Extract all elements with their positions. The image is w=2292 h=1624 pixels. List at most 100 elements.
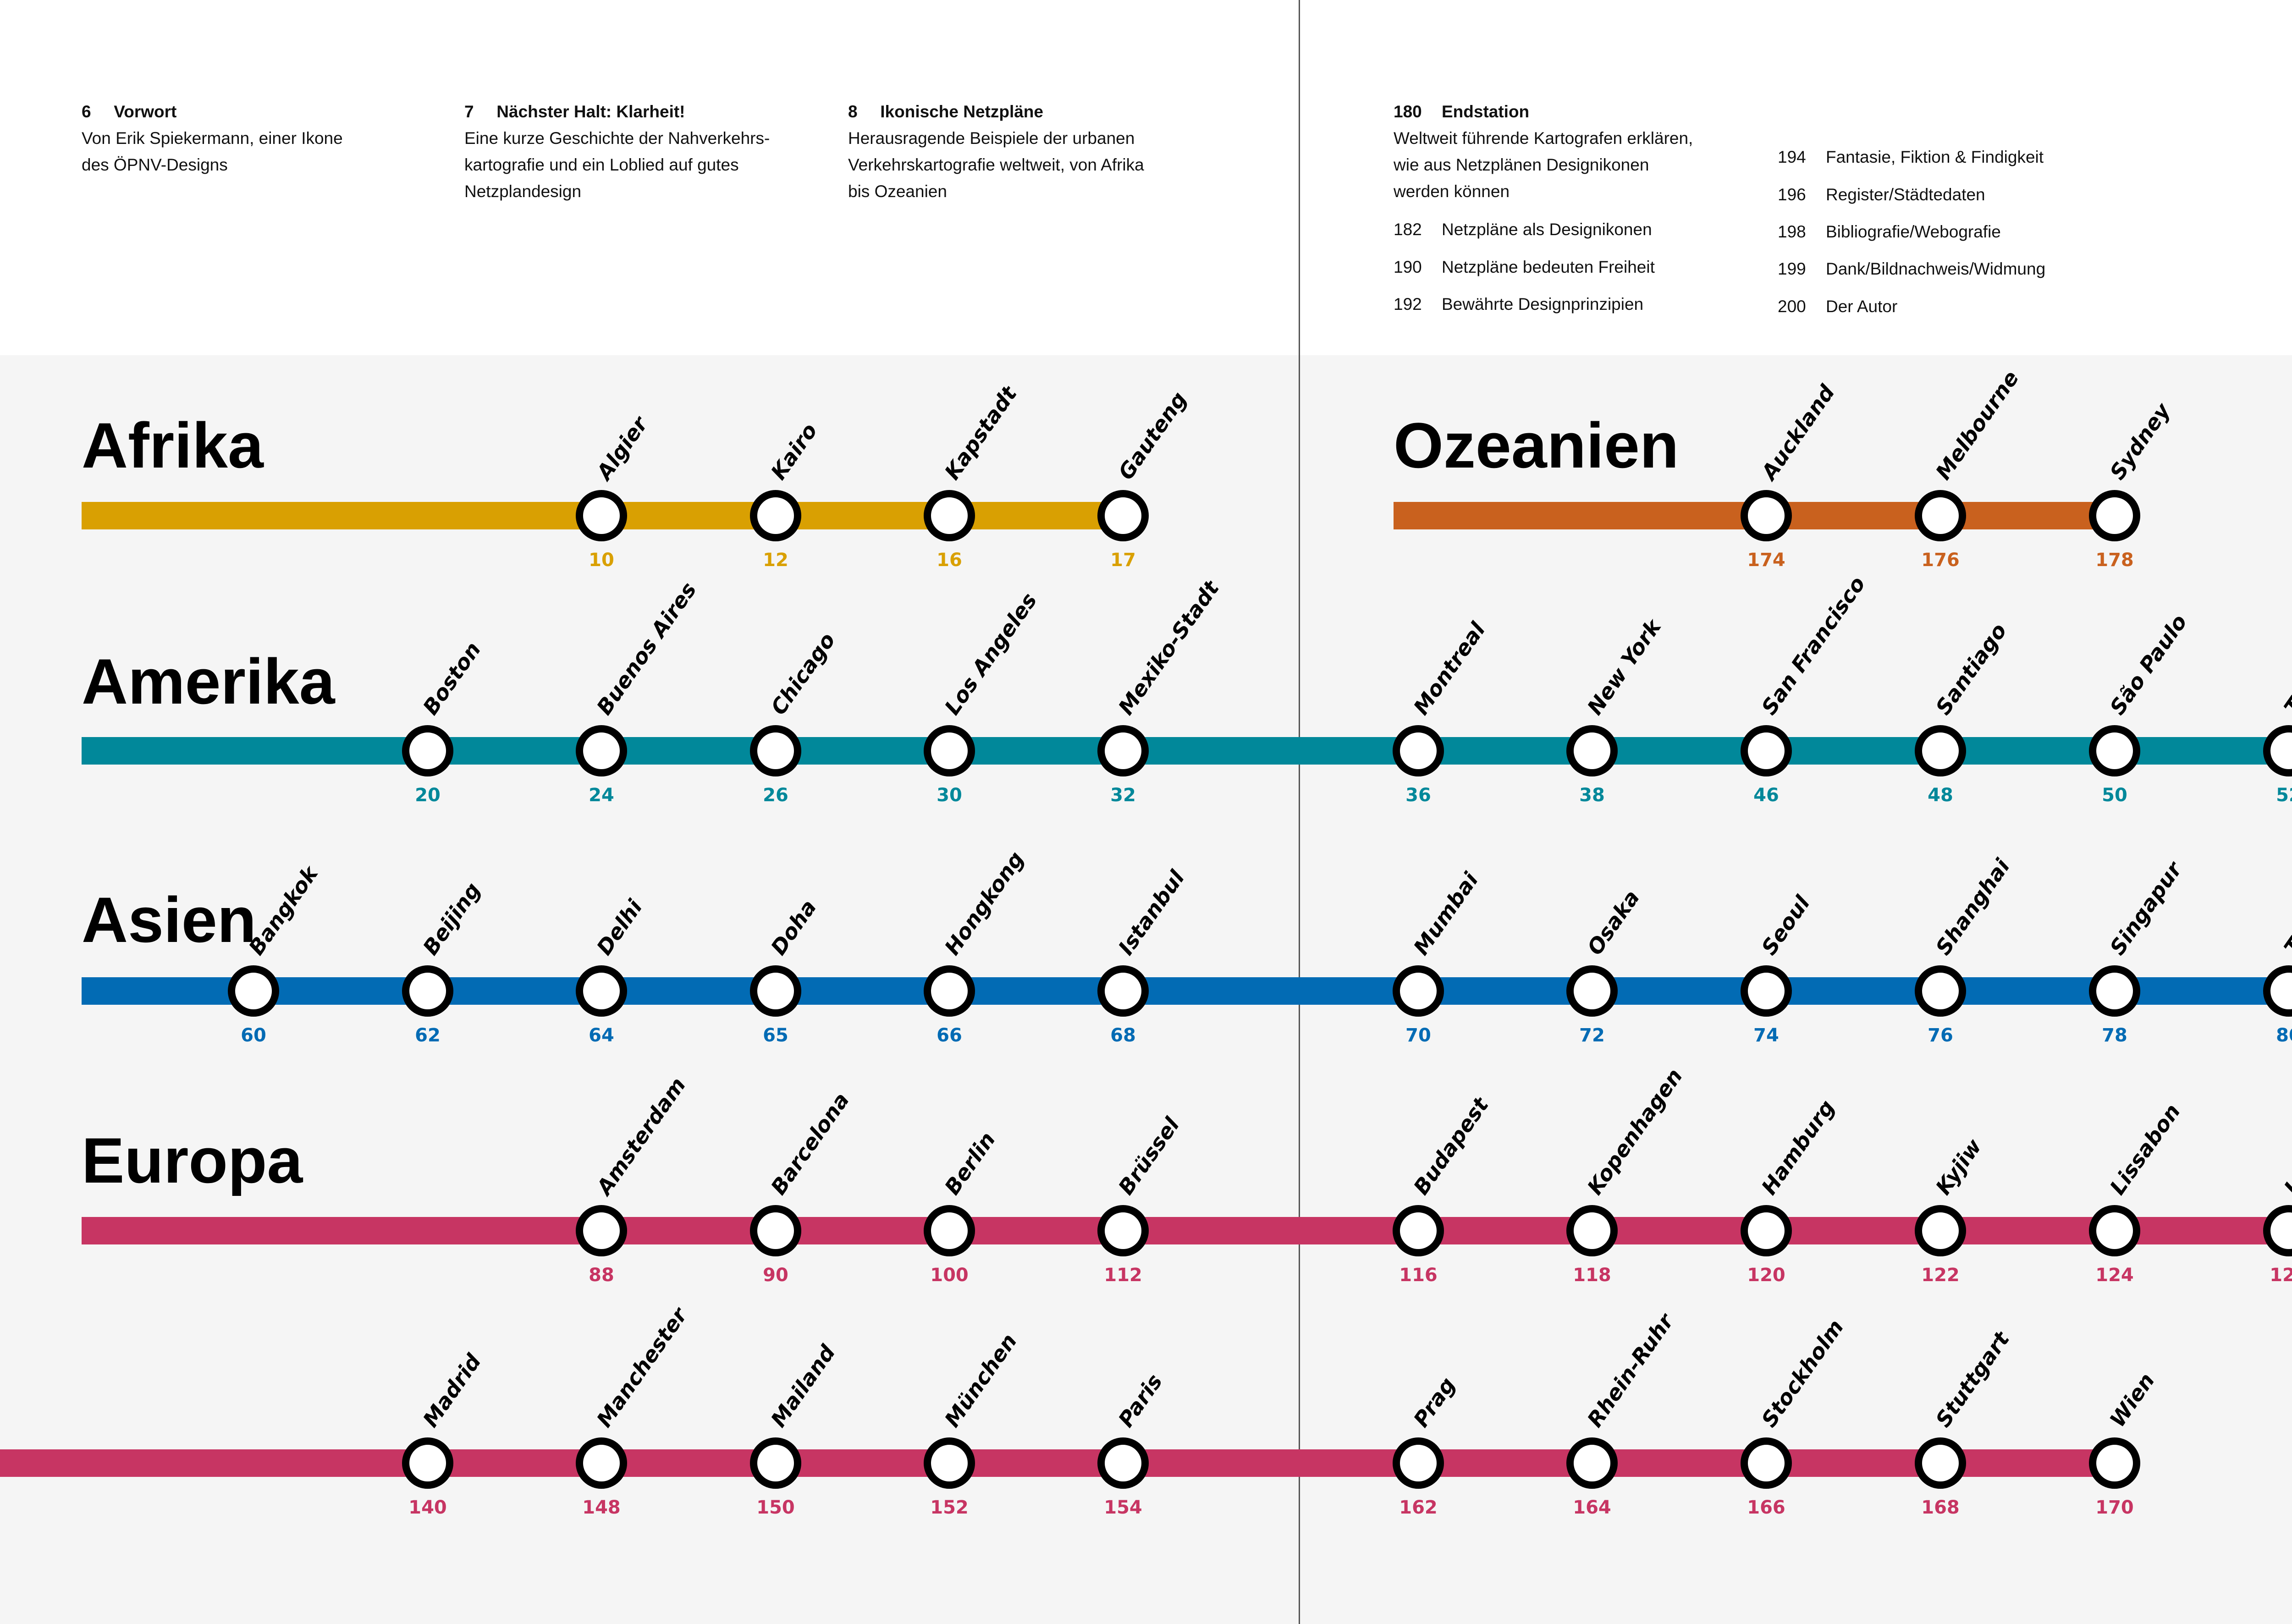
station-circle-icon[interactable]: [2089, 1437, 2140, 1489]
station-gauteng[interactable]: Gauteng 17: [1097, 387, 1191, 571]
station-kapstadt[interactable]: Kapstadt 16: [924, 381, 1022, 571]
station-brüssel[interactable]: Brüssel 112: [1097, 1112, 1185, 1286]
station-taipeh[interactable]: Taipeh 80: [2263, 881, 2292, 1046]
station-osaka[interactable]: Osaka 72: [1566, 886, 1644, 1046]
station-circle-icon[interactable]: [1097, 1437, 1149, 1489]
station-istanbul[interactable]: Istanbul 68: [1097, 865, 1190, 1046]
station-circle-icon[interactable]: [750, 490, 801, 541]
station-budapest[interactable]: Budapest 116: [1393, 1092, 1494, 1286]
station-circle-icon[interactable]: [2089, 490, 2140, 541]
station-circle-icon[interactable]: [1097, 725, 1149, 776]
station-circle-icon[interactable]: [2089, 965, 2140, 1017]
station-montreal[interactable]: Montreal 36: [1393, 617, 1490, 806]
station-san-francisco[interactable]: San Francisco 46: [1741, 572, 1870, 806]
station-münchen[interactable]: München 152: [924, 1329, 1022, 1518]
station-berlin[interactable]: Berlin 100: [924, 1128, 1000, 1286]
station-seoul[interactable]: Seoul 74: [1741, 891, 1815, 1046]
station-circle-icon[interactable]: [576, 490, 627, 541]
station-toronto[interactable]: Toronto 52: [2263, 631, 2292, 806]
station-circle-icon[interactable]: [2263, 1205, 2292, 1256]
station-amsterdam[interactable]: Amsterdam 88: [576, 1073, 690, 1286]
station-boston[interactable]: Boston 20: [402, 638, 485, 806]
toc-entry[interactable]: 198 Bibliografie/Webografie: [1778, 222, 2001, 242]
station-circle-icon[interactable]: [402, 725, 453, 776]
station-circle-icon[interactable]: [1915, 1437, 1966, 1489]
station-circle-icon[interactable]: [750, 965, 801, 1017]
station-circle-icon[interactable]: [576, 965, 627, 1017]
station-circle-icon[interactable]: [402, 1437, 453, 1489]
station-circle-icon[interactable]: [1097, 490, 1149, 541]
station-s-o-paulo[interactable]: São Paulo 50: [2089, 610, 2192, 806]
station-circle-icon[interactable]: [1097, 965, 1149, 1017]
station-circle-icon[interactable]: [1393, 725, 1444, 776]
station-circle-icon[interactable]: [1566, 1437, 1618, 1489]
station-hongkong[interactable]: Hongkong 66: [924, 847, 1029, 1046]
station-circle-icon[interactable]: [1915, 1205, 1966, 1256]
station-circle-icon[interactable]: [1741, 490, 1792, 541]
station-kairo[interactable]: Kairo 12: [750, 418, 822, 571]
station-circle-icon[interactable]: [402, 965, 453, 1017]
toc-entry[interactable]: 199 Dank/Bildnachweis/Widmung: [1778, 259, 2045, 279]
station-chicago[interactable]: Chicago 26: [750, 628, 840, 806]
station-delhi[interactable]: Delhi 64: [576, 895, 647, 1046]
station-hamburg[interactable]: Hamburg 120: [1741, 1096, 1840, 1286]
station-shanghai[interactable]: Shanghai 76: [1915, 854, 2015, 1046]
station-new-york[interactable]: New York 38: [1566, 614, 1666, 806]
station-stockholm[interactable]: Stockholm 166: [1741, 1315, 1848, 1518]
station-mailand[interactable]: Mailand 150: [750, 1340, 840, 1518]
station-circle-icon[interactable]: [924, 490, 975, 541]
station-los-angeles[interactable]: Los Angeles 30: [924, 588, 1041, 806]
station-manchester[interactable]: Manchester 148: [576, 1302, 693, 1518]
station-santiago[interactable]: Santiago 48: [1915, 619, 2011, 806]
station-circle-icon[interactable]: [1915, 725, 1966, 776]
station-doha[interactable]: Doha 65: [750, 895, 821, 1046]
station-circle-icon[interactable]: [750, 1205, 801, 1256]
station-circle-icon[interactable]: [1566, 965, 1618, 1017]
station-circle-icon[interactable]: [750, 725, 801, 776]
station-circle-icon[interactable]: [2263, 965, 2292, 1017]
station-circle-icon[interactable]: [1566, 1205, 1618, 1256]
station-london[interactable]: London 126: [2263, 1113, 2292, 1286]
station-circle-icon[interactable]: [924, 1205, 975, 1256]
toc-entry-ikonische-netzplaene[interactable]: 8 Ikonische Netzpläne Herausragende Beis…: [848, 99, 1224, 205]
station-circle-icon[interactable]: [1741, 1205, 1792, 1256]
station-circle-icon[interactable]: [924, 725, 975, 776]
station-stuttgart[interactable]: Stuttgart 168: [1915, 1327, 2015, 1518]
station-kopenhagen[interactable]: Kopenhagen 118: [1566, 1064, 1687, 1286]
station-circle-icon[interactable]: [576, 725, 627, 776]
station-circle-icon[interactable]: [2089, 1205, 2140, 1256]
station-buenos-aires[interactable]: Buenos Aires 24: [576, 578, 701, 806]
station-algier[interactable]: Algier 10: [576, 411, 653, 571]
toc-entry[interactable]: 190 Netzpläne bedeuten Freiheit: [1394, 258, 1655, 277]
toc-entry[interactable]: 192 Bewährte Designprinzipien: [1394, 295, 1643, 314]
station-circle-icon[interactable]: [576, 1437, 627, 1489]
toc-entry[interactable]: 196 Register/Städtedaten: [1778, 185, 1985, 204]
station-madrid[interactable]: Madrid 140: [402, 1349, 486, 1518]
station-sydney[interactable]: Sydney 178: [2089, 398, 2176, 571]
toc-entry-endstation[interactable]: 180 Endstation Weltweit führende Kartogra…: [1394, 99, 1769, 205]
station-circle-icon[interactable]: [750, 1437, 801, 1489]
station-circle-icon[interactable]: [228, 965, 279, 1017]
station-circle-icon[interactable]: [1393, 1205, 1444, 1256]
station-circle-icon[interactable]: [1915, 965, 1966, 1017]
toc-entry[interactable]: 182 Netzpläne als Designikonen: [1394, 220, 1652, 239]
station-circle-icon[interactable]: [1741, 1437, 1792, 1489]
station-beijing[interactable]: Beijing 62: [402, 878, 485, 1046]
station-circle-icon[interactable]: [1566, 725, 1618, 776]
station-circle-icon[interactable]: [2089, 725, 2140, 776]
toc-entry-naechster-halt[interactable]: 7 Nächster Halt: Klarheit! Eine kurze Ge…: [464, 99, 831, 205]
station-paris[interactable]: Paris 154: [1097, 1370, 1167, 1518]
station-circle-icon[interactable]: [924, 965, 975, 1017]
station-kyjiw[interactable]: Kyjiw 122: [1915, 1134, 1987, 1286]
station-prag[interactable]: Prag 162: [1393, 1373, 1460, 1518]
station-circle-icon[interactable]: [1915, 490, 1966, 541]
station-circle-icon[interactable]: [1741, 965, 1792, 1017]
station-circle-icon[interactable]: [1097, 1205, 1149, 1256]
station-mexiko-stadt[interactable]: Mexiko-Stadt 32: [1097, 576, 1224, 806]
station-wien[interactable]: Wien 170: [2089, 1368, 2160, 1518]
station-melbourne[interactable]: Melbourne 176: [1915, 366, 2024, 571]
station-singapur[interactable]: Singapur 78: [2089, 856, 2187, 1046]
toc-entry[interactable]: 200 Der Autor: [1778, 297, 1897, 316]
station-circle-icon[interactable]: [1393, 1437, 1444, 1489]
station-circle-icon[interactable]: [576, 1205, 627, 1256]
